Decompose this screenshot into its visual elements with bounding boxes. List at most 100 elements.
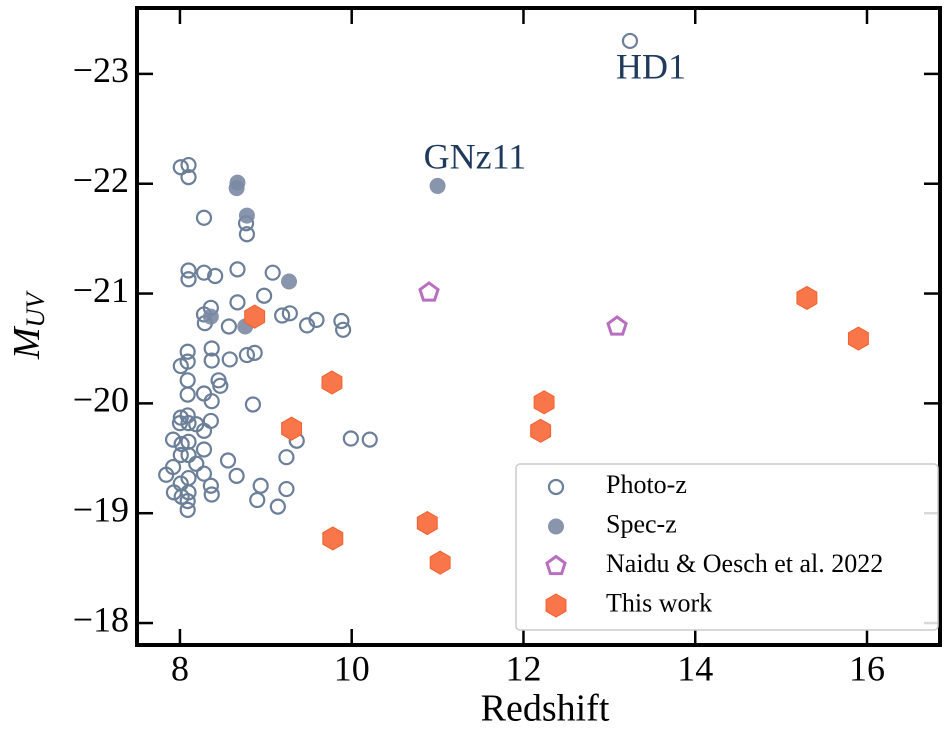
photo-z-point [249,491,266,509]
photo-z-point [228,467,245,484]
photo-z-point [203,486,220,503]
photo-z-point [179,343,196,360]
y-axis-label: MUV [6,290,50,360]
this-work-point [321,370,343,395]
photo-z-point [278,480,295,498]
photo-z-point [229,261,246,278]
photo-z-point [203,340,220,357]
photo-z-point [244,396,262,413]
photo-z-point [165,484,183,501]
photo-z-point [221,351,238,368]
x-axis-label: Redshift [481,688,610,730]
photo-z-point [188,455,205,472]
photo-z-point [179,386,196,403]
this-work-point [533,390,555,415]
photo-z-point [195,422,213,439]
photo-z-point [278,449,295,466]
photo-z-point [203,393,220,410]
photo-z-point [164,431,182,448]
photo-z-point [229,294,246,311]
y-tick-label: −23 [73,50,129,90]
photo-z-point [195,465,213,482]
series-2 [418,281,628,336]
photo-z-point [238,226,256,243]
legend-label: Naidu & Oesch et al. 2022 [606,549,883,578]
x-tick-label: 12 [505,648,541,688]
photo-z-point [246,344,263,361]
photo-z-point [171,415,189,432]
annotation: HD1 [616,46,686,86]
photo-z-point [195,209,213,226]
photo-z-point [333,312,350,330]
series-1 [202,174,446,335]
plot-frame [135,6,942,647]
photo-z-point [180,156,197,174]
naidu-point [418,281,440,302]
photo-z-point [179,372,196,389]
photo-z-point [172,159,189,176]
photo-z-point [212,377,229,394]
x-tick-label: 16 [849,648,885,688]
x-tick-label: 10 [334,648,370,688]
this-work-point [847,326,869,351]
photo-z-point [621,32,639,50]
photo-z-point [180,169,197,186]
photo-z-point [180,271,197,288]
y-tick-label: −20 [73,380,129,420]
photo-z-point [179,493,196,510]
photo-z-point [195,385,213,402]
legend-label: Spec-z [606,509,677,538]
x-tick-label: 14 [677,648,713,688]
legend-marker [545,554,567,576]
photo-z-point [179,501,196,519]
photo-z-point [180,415,197,432]
legend-box [515,463,939,631]
legend-label: This work [606,588,712,617]
this-work-point [416,511,438,536]
y-tick-label: −21 [73,270,129,310]
photo-z-point [264,264,281,281]
photo-z-point [202,412,219,430]
naidu-point [606,315,628,336]
photo-z-point [269,498,286,515]
photo-z-point [195,441,213,458]
series-3 [244,285,869,575]
spec-z-point [281,273,298,290]
this-work-point [322,526,344,551]
legend-marker [547,478,565,496]
photo-z-point [335,321,352,338]
y-axis-label-subscript: UV [21,290,50,328]
spec-z-point [228,180,245,197]
this-work-point [796,285,818,311]
photo-z-point [238,346,256,364]
spec-z-point [429,177,446,194]
photo-z-point [180,262,197,279]
photo-z-point [361,431,378,448]
legend-label: Photo-z [606,470,687,499]
photo-z-point [281,305,298,322]
photo-z-point [172,357,189,375]
legend-marker [548,518,564,535]
photo-z-point [220,318,237,335]
spec-z-point [202,308,219,325]
this-work-point [530,418,552,443]
this-work-point [281,416,303,441]
photo-z-point [207,267,224,285]
x-tick-label: 8 [171,648,189,688]
photo-z-point [195,264,213,281]
photo-z-point [308,311,325,329]
y-tick-label: −22 [73,160,129,200]
annotation: GNz11 [424,136,527,176]
this-work-point [429,550,451,575]
legend-marker [545,593,567,618]
this-work-point [244,304,266,329]
photo-z-point [274,307,291,324]
y-axis-label-main: M [6,325,48,360]
spec-z-point [238,207,255,224]
photo-z-point [172,446,189,464]
y-tick-label: −19 [73,489,129,529]
y-tick-label: −18 [73,599,129,639]
photo-z-point [342,430,359,447]
photo-z-point [252,477,269,494]
